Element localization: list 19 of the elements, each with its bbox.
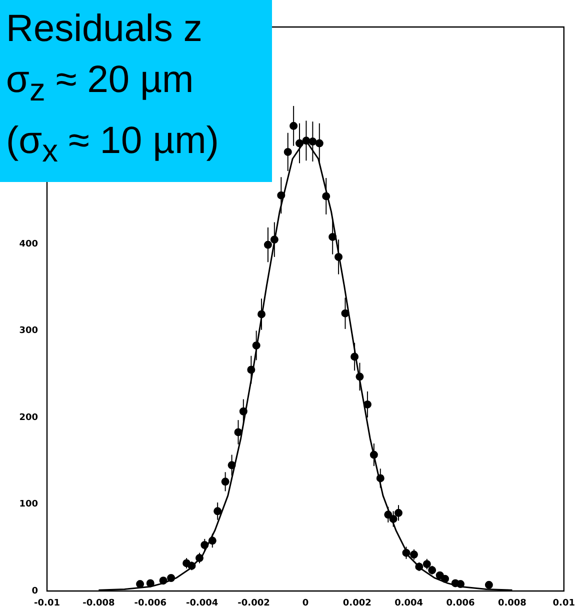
annotation: σ$_{z}$ ≈ 20 µm	[6, 58, 195, 110]
x-tick-label: -0.006	[134, 598, 166, 608]
y-tick-label: 400	[19, 239, 38, 250]
x-tick-label: -0.01	[34, 598, 60, 608]
annotation: (σ$_{x}$ ≈ 10 µm)	[6, 118, 220, 170]
x-tick-label: 0.01	[552, 598, 576, 608]
y-tick-label: 0	[32, 586, 38, 596]
x-tick-label: -0.008	[82, 598, 115, 608]
x-tick-label: 0.002	[342, 598, 372, 608]
x-tick-label: -0.004	[186, 598, 218, 608]
x-tick-label: 0	[302, 598, 309, 608]
x-tick-label: -0.002	[238, 598, 270, 608]
annotation: Residuals z	[6, 7, 204, 52]
x-tick-label: 0.008	[498, 598, 526, 608]
y-tick-label: 100	[19, 500, 38, 510]
y-tick-label: 200	[19, 412, 38, 423]
x-tick-label: 0.006	[446, 598, 475, 608]
y-tick-label: 300	[19, 326, 38, 336]
x-tick-label: 0.004	[394, 598, 424, 608]
